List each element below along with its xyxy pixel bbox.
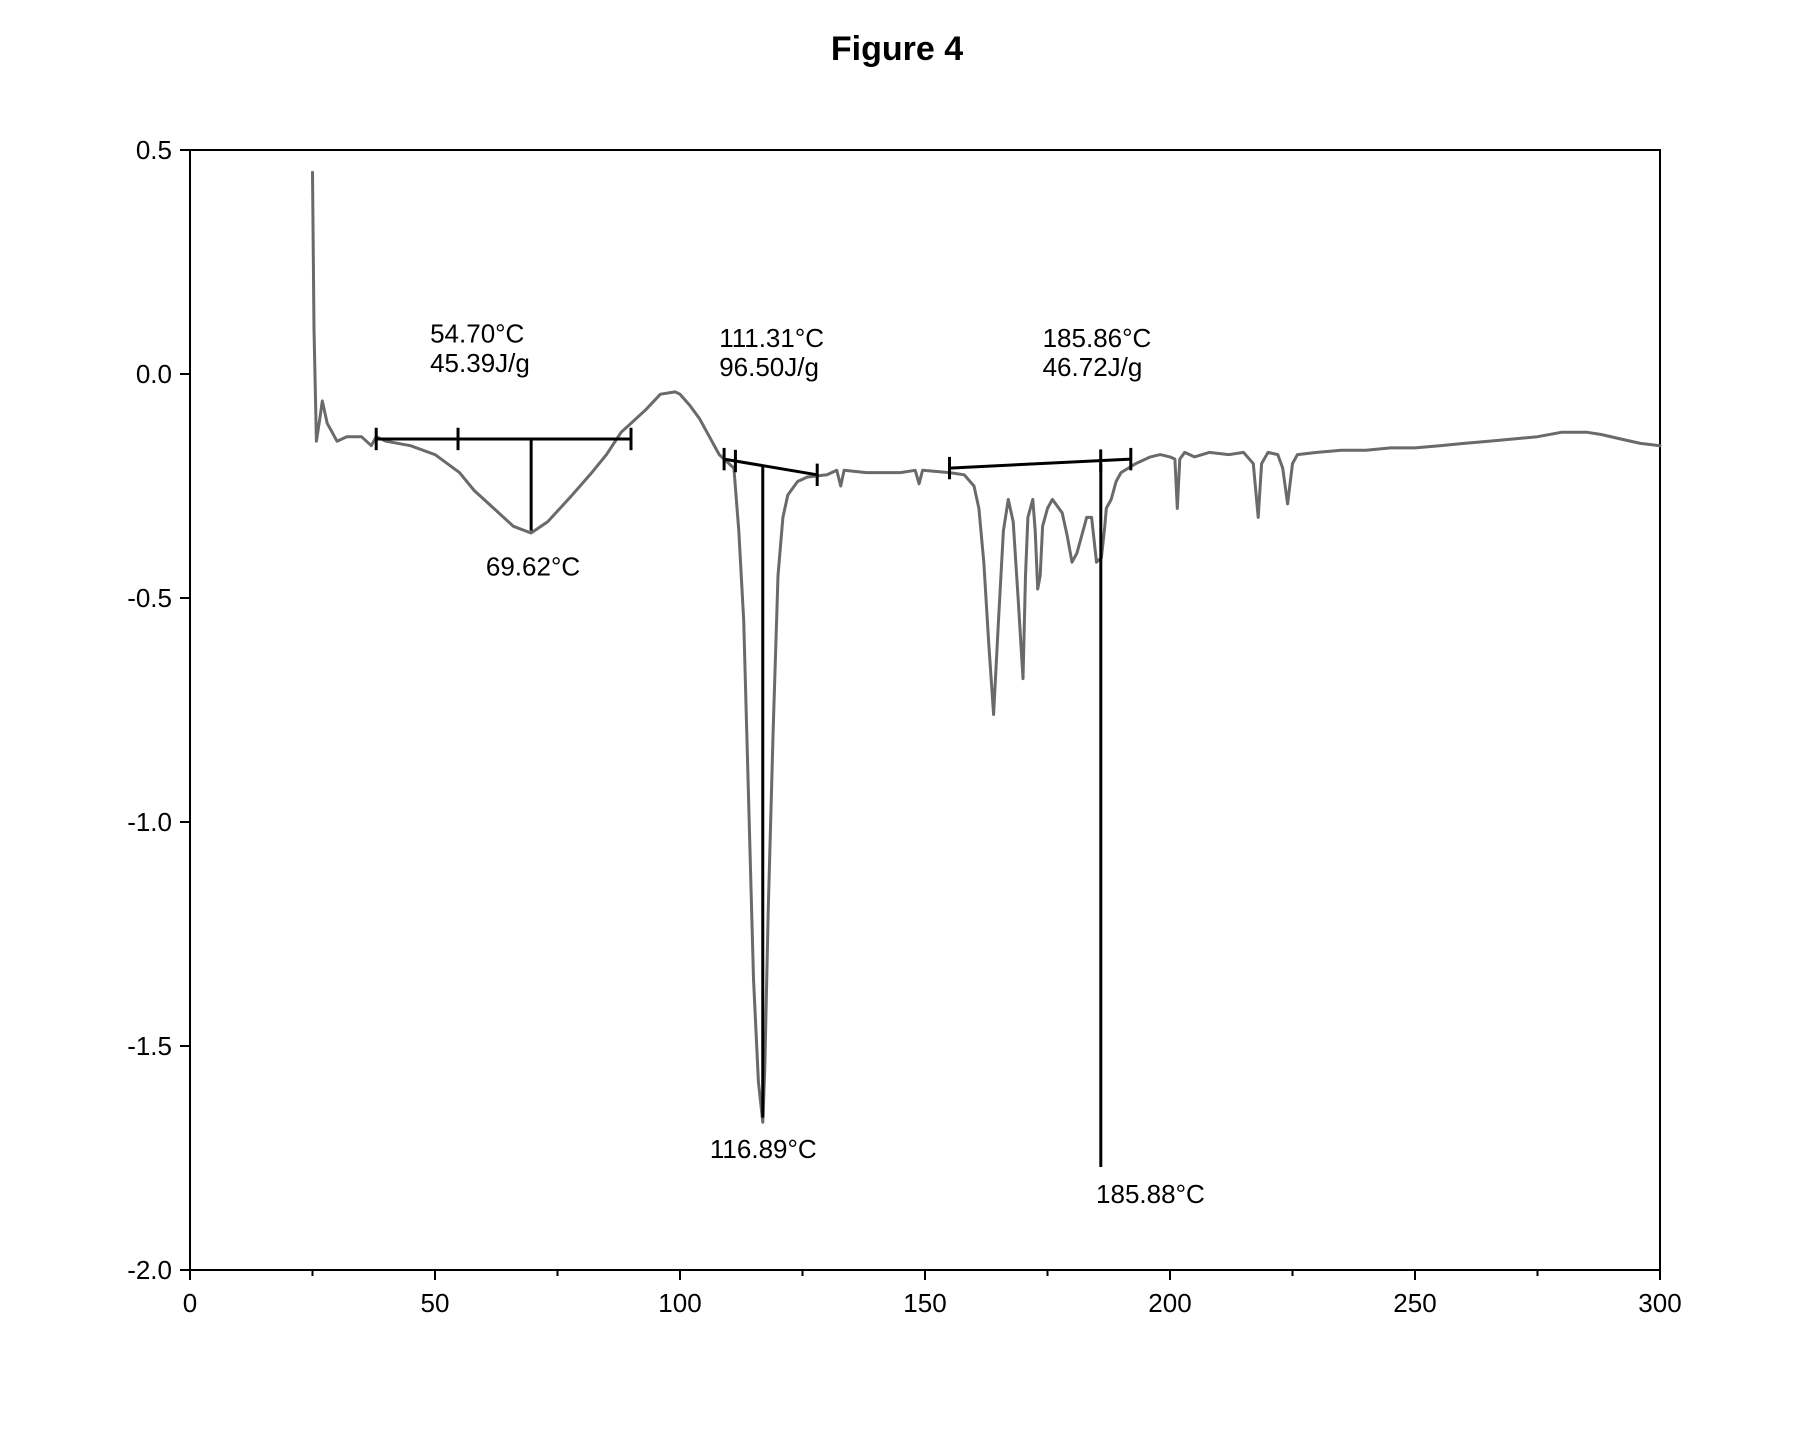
- x-tick-label: 150: [903, 1288, 946, 1318]
- annotation-peak2_label: 116.89°C: [710, 1134, 817, 1164]
- annotation-peak1_label: 69.62°C: [486, 552, 580, 582]
- annotation-peak2_enthalpy: 96.50J/g: [719, 352, 819, 382]
- figure-title: Figure 4: [0, 30, 1794, 69]
- x-tick-label: 100: [658, 1288, 701, 1318]
- x-tick-label: 50: [421, 1288, 450, 1318]
- x-tick-label: 300: [1638, 1288, 1681, 1318]
- x-tick-label: 0: [183, 1288, 197, 1318]
- dsc-chart: 0 50 100 150 200 250 300 0.5 0.0 -0.5 -1.0 -1.5 -2.0…: [80, 120, 1700, 1380]
- y-tick-label: -1.5: [127, 1031, 172, 1061]
- annotation-peak3_enthalpy: 46.72J/g: [1043, 352, 1143, 382]
- y-tick-label: -0.5: [127, 583, 172, 613]
- annotation-peak3_label: 185.88°C: [1096, 1179, 1205, 1209]
- annotation-peak2_onset_temp: 111.31°C: [719, 323, 824, 353]
- y-tick-label: -2.0: [127, 1255, 172, 1285]
- y-tick-label: 0.5: [136, 135, 172, 165]
- annotation-peak3_onset_temp: 185.86°C: [1043, 323, 1152, 353]
- x-tick-label: 250: [1393, 1288, 1436, 1318]
- y-tick-label: 0.0: [136, 359, 172, 389]
- annotation-peak1_enthalpy: 45.39J/g: [430, 348, 530, 378]
- y-tick-label: -1.0: [127, 807, 172, 837]
- annotation-peak1_onset_temp: 54.70°C: [430, 319, 524, 349]
- plot-border: [190, 150, 1660, 1270]
- x-tick-label: 200: [1148, 1288, 1191, 1318]
